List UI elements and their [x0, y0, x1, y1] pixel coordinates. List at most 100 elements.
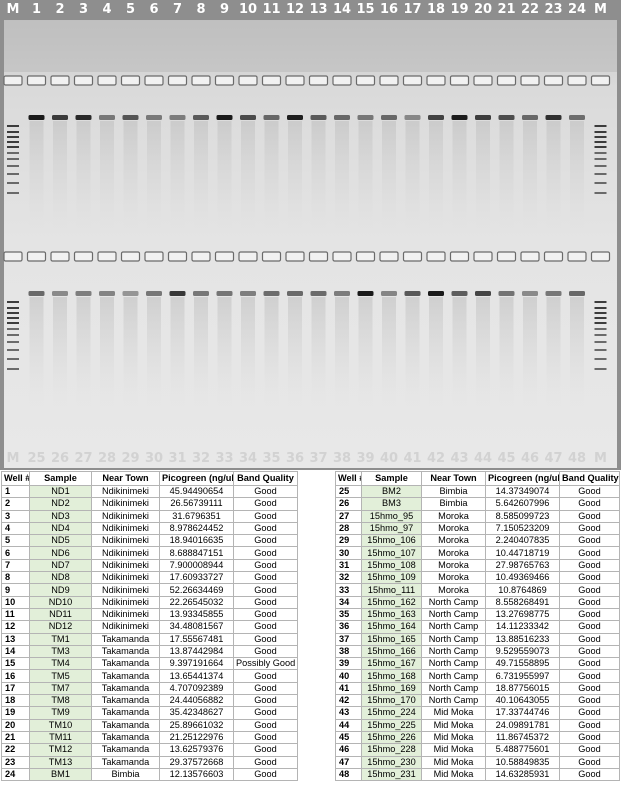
dna-band: [146, 115, 162, 120]
lane-label: 26: [51, 451, 70, 466]
picogreen-cell: 10.8764869: [485, 583, 560, 597]
town-cell: Takamanda: [91, 657, 160, 671]
table-row: 15 TM4 Takamanda 9.397191664 Possibly Good: [1, 657, 298, 671]
column-header: Band Quality: [559, 471, 620, 486]
well: [308, 251, 329, 262]
picogreen-cell: 34.48081567: [159, 620, 234, 634]
ladder-band: [594, 165, 607, 167]
quality-cell: Good: [559, 669, 620, 683]
quality-cell: Good: [233, 497, 298, 511]
town-cell: North Camp: [421, 681, 486, 696]
quality-cell: Possibly Good: [233, 657, 298, 671]
well-cell: 21: [1, 730, 30, 745]
picogreen-cell: 11.86745372: [485, 730, 560, 745]
column-header: Picogreen (ng/ul): [485, 471, 560, 486]
quality-cell: Good: [233, 583, 298, 597]
table-row: 14 TM3 Takamanda 13.87442984 Good: [1, 644, 298, 659]
picogreen-cell: 4.707092389: [159, 681, 234, 696]
sample-cell: 15hmo_169: [361, 681, 422, 696]
picogreen-cell: 24.09891781: [485, 718, 560, 732]
ladder-band: [594, 307, 607, 309]
table-row: 33 15hmo_111 Moroka 10.8764869 Good: [335, 583, 620, 597]
quality-cell: Good: [233, 706, 298, 720]
quality-cell: Good: [559, 546, 620, 560]
table-row: 1 ND1 Ndikinimeki 45.94490654 Good: [1, 484, 298, 499]
smear: [170, 121, 185, 231]
table-row: 3 ND3 Ndikinimeki 31.6796351 Good: [1, 509, 298, 523]
lane-label: 6: [149, 2, 159, 17]
picogreen-cell: 27.98765763: [485, 558, 560, 573]
well-cell: 2: [1, 497, 30, 511]
sample-bands: [28, 115, 585, 296]
sample-cell: 15hmo_165: [361, 632, 422, 646]
lane-label: 42: [427, 451, 446, 466]
picogreen-cell: 5.642607996: [485, 497, 560, 511]
well-cell: 30: [335, 546, 362, 560]
well: [426, 251, 446, 262]
ladder-band: [7, 165, 19, 167]
column-header: Sample: [29, 471, 92, 486]
well: [214, 251, 235, 262]
quality-cell: Good: [559, 583, 620, 597]
lane-label: 46: [521, 451, 540, 466]
quality-cell: Good: [233, 755, 298, 769]
well-cell: 23: [1, 755, 30, 769]
quality-cell: Good: [559, 509, 620, 523]
sample-cell: 15hmo_226: [361, 730, 422, 745]
sample-cell: 15hmo_230: [361, 755, 422, 769]
dna-band: [216, 115, 233, 120]
well-cell: 27: [335, 509, 362, 523]
quality-cell: Good: [233, 509, 298, 523]
table-row: 35 15hmo_163 North Camp 13.27698775 Good: [335, 607, 620, 622]
well: [73, 75, 94, 86]
quality-cell: Good: [233, 595, 298, 609]
well: [590, 251, 611, 262]
sample-cell: 15hmo_224: [361, 706, 422, 720]
ladder-band: [594, 312, 607, 314]
table-row: 26 BM3 Bimbia 5.642607996 Good: [335, 497, 620, 511]
well-cell: 41: [335, 681, 362, 696]
picogreen-cell: 14.63285931: [485, 767, 560, 782]
table-row: 11 ND11 Ndikinimeki 13.93345855 Good: [1, 607, 298, 622]
table-row: 43 15hmo_224 Mid Moka 17.33744746 Good: [335, 706, 620, 720]
comb-area: [4, 20, 617, 72]
smear: [405, 121, 420, 231]
dna-band: [357, 115, 374, 120]
dna-band: [334, 115, 350, 120]
smear: [546, 297, 561, 407]
smear: [476, 297, 490, 407]
smear: [311, 121, 326, 231]
well-cell: 3: [1, 509, 30, 523]
sample-cell: 15hmo_166: [361, 644, 422, 659]
town-cell: Bimbia: [421, 497, 486, 511]
well-cell: 28: [335, 521, 362, 536]
quality-cell: Good: [559, 730, 620, 745]
picogreen-cell: 25.89661032: [159, 718, 234, 732]
table-row: 36 15hmo_164 North Camp 14.11233342 Good: [335, 620, 620, 634]
well-cell: 40: [335, 669, 362, 683]
dna-band: [522, 291, 538, 296]
quality-cell: Good: [233, 571, 298, 585]
well: [285, 75, 305, 86]
table-row: 8 ND8 Ndikinimeki 17.60933727 Good: [1, 571, 298, 585]
well-cell: 11: [1, 607, 30, 622]
smear: [523, 297, 537, 407]
quality-cell: Good: [233, 694, 298, 708]
sample-cell: TM3: [29, 644, 92, 659]
smear: [76, 297, 91, 407]
picogreen-cell: 8.978624452: [159, 521, 234, 536]
wells-row-bottom: [3, 251, 611, 262]
picogreen-cell: 14.11233342: [485, 620, 560, 634]
well-cell: 10: [1, 595, 30, 609]
dna-band: [475, 115, 491, 120]
picogreen-cell: 9.529559073: [485, 644, 560, 659]
smear: [53, 297, 67, 407]
dna-band: [169, 115, 186, 120]
ladder-band: [594, 141, 607, 143]
dna-band: [428, 291, 444, 296]
sample-cell: ND2: [29, 497, 92, 511]
quality-cell: Good: [559, 694, 620, 708]
picogreen-cell: 13.27698775: [485, 607, 560, 622]
picogreen-cell: 6.731955997: [485, 669, 560, 683]
